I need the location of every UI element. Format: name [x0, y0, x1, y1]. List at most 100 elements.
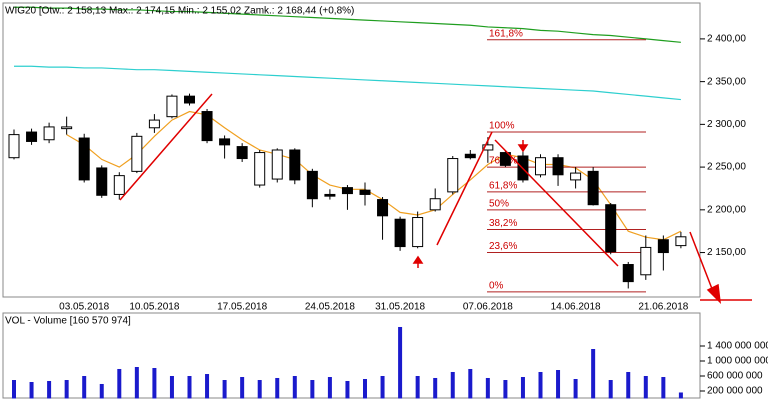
- trend-line: [494, 139, 619, 267]
- candle-body: [96, 167, 108, 196]
- y-tick-label: 2 250,00: [707, 162, 746, 173]
- candle-body: [26, 131, 38, 142]
- candle-body: [587, 170, 599, 206]
- x-tick-label: 17.05.2018: [217, 302, 267, 313]
- candle-body: [306, 170, 318, 200]
- candle-body: [271, 149, 283, 180]
- volume-bar: [292, 376, 297, 399]
- y-tick-label: 1 400 000 000: [707, 341, 768, 352]
- volume-bar: [275, 377, 280, 399]
- candle-body: [429, 198, 441, 211]
- candle-body: [184, 95, 195, 104]
- candle-body: [447, 158, 459, 193]
- trend-line: [436, 131, 493, 246]
- volume-bar: [240, 377, 245, 399]
- volume-bar: [117, 368, 122, 399]
- y-tick-label: 2 200,00: [707, 204, 746, 215]
- candle-body: [341, 187, 353, 195]
- price-frame: [2, 2, 701, 298]
- volume-bar: [169, 376, 174, 399]
- annotations: [119, 93, 752, 305]
- candle-body: [166, 95, 178, 118]
- candle-body: [219, 138, 231, 146]
- volume-bar: [468, 368, 473, 399]
- volume-bar: [485, 377, 490, 399]
- candle-body: [131, 135, 143, 172]
- volume-bar: [643, 376, 648, 399]
- volume-bar: [503, 380, 508, 399]
- volume-frame: [2, 312, 701, 399]
- arrow-head: [517, 144, 529, 153]
- fibonacci-label: 38,2%: [489, 218, 517, 229]
- candle-body: [78, 137, 90, 181]
- fibonacci-label: 50%: [489, 198, 509, 209]
- y-tick-label: 2 400,00: [707, 34, 746, 45]
- x-tick-label: 10.05.2018: [129, 302, 179, 313]
- candle-body: [657, 239, 669, 254]
- volume-bar: [450, 371, 455, 399]
- candle-body: [552, 157, 564, 176]
- y-tick-label: 2 350,00: [707, 76, 746, 87]
- volume-bar: [345, 380, 350, 399]
- moving-average-line: [14, 65, 681, 101]
- fibonacci-label: 61,8%: [489, 181, 517, 192]
- x-tick-label: 21.06.2018: [638, 302, 688, 313]
- trend-line: [689, 231, 715, 295]
- fibonacci-label: 0%: [489, 281, 504, 292]
- volume-bar: [520, 377, 525, 399]
- volume-bar: [380, 376, 385, 399]
- volume-bar: [257, 380, 262, 399]
- volume-bar: [222, 380, 227, 399]
- y-tick-label: 2 150,00: [707, 247, 746, 258]
- candle-body: [359, 189, 371, 195]
- candle-body: [43, 126, 55, 141]
- candle-body: [570, 172, 582, 181]
- trend-line: [119, 93, 213, 201]
- x-tick-label: 24.05.2018: [305, 302, 355, 313]
- volume-bar: [556, 370, 561, 399]
- candle-body: [640, 246, 652, 276]
- moving-average-line: [66, 110, 682, 241]
- fibonacci-label: 161,8%: [489, 28, 523, 39]
- y-tick-label: 2 300,00: [707, 119, 746, 130]
- candle-body: [148, 119, 160, 129]
- candle-body: [622, 264, 634, 283]
- volume-bar: [187, 376, 192, 399]
- y-tick-label: 200 000 000: [707, 386, 763, 397]
- candle-body: [482, 144, 494, 151]
- x-tick-label: 07.06.2018: [463, 302, 513, 313]
- candle-body: [535, 157, 546, 176]
- candle-body: [675, 236, 687, 247]
- candle-body: [8, 134, 20, 159]
- x-tick-label: 03.05.2018: [59, 302, 109, 313]
- volume-bar: [152, 368, 157, 399]
- arrow-head: [412, 255, 424, 264]
- candle-body: [236, 146, 248, 160]
- volume-bar: [591, 349, 596, 399]
- volume-bar: [327, 377, 332, 399]
- volume-title: VOL - Volume [160 570 974]: [5, 316, 131, 327]
- candle-body: [254, 152, 266, 186]
- fibonacci-label: 23,6%: [489, 241, 517, 252]
- volume-bar: [12, 380, 16, 399]
- volume-panel: 200 000 000 600 000 000 1 000 000 000 1 400…: [12, 326, 768, 399]
- volume-bar: [415, 376, 420, 399]
- fibonacci-label: 100%: [489, 121, 515, 132]
- volume-bar: [99, 383, 104, 399]
- volume-bar: [398, 326, 403, 399]
- arrow-head: [706, 283, 721, 305]
- volume-bar: [29, 382, 34, 399]
- price-panel: 2 150,00 2 200,00 2 250,00 2 300,00 2 350,00…: [8, 6, 746, 313]
- volume-bar: [573, 379, 578, 399]
- chart-title: WIG20 [Otw.: 2 158,13 Max.: 2 174,15 Min…: [5, 6, 354, 17]
- candle-body: [289, 149, 301, 181]
- volume-bar: [538, 371, 543, 399]
- volume-bar: [363, 379, 367, 399]
- volume-bar: [310, 380, 315, 399]
- candle-body: [605, 204, 617, 253]
- candle-body: [61, 126, 73, 130]
- volume-bar: [678, 392, 683, 399]
- candle-body: [324, 193, 336, 197]
- volume-bar: [608, 380, 613, 399]
- volume-bar: [82, 376, 87, 399]
